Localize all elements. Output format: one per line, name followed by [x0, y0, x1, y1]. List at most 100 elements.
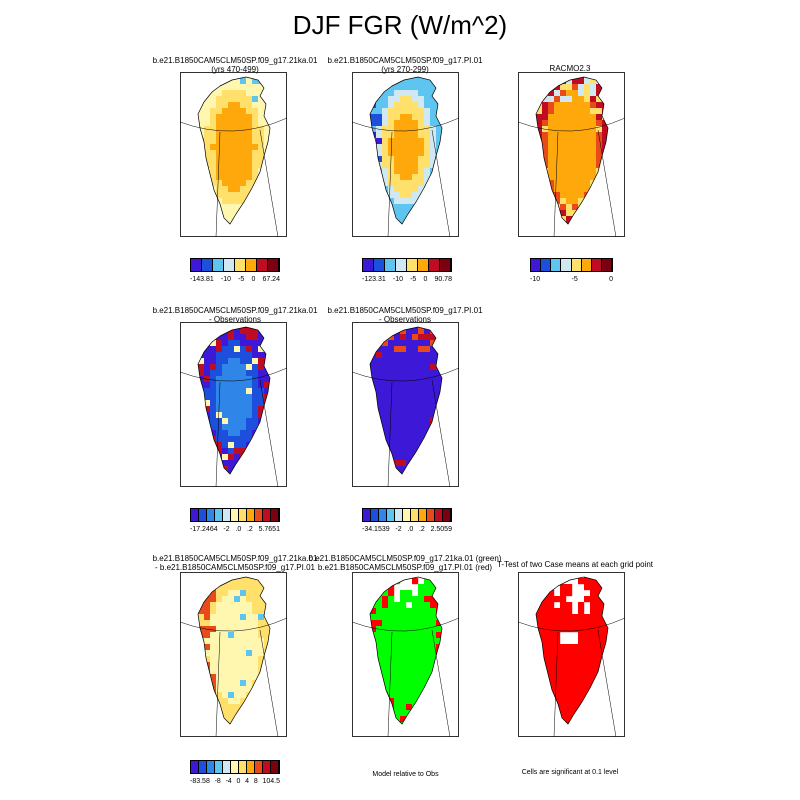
panel-title-5-line-1: b.e21.B1850CAM5CLM50SP.f09_g17.PI.01 [327, 306, 483, 315]
colorbar-tick-label: -2 [395, 526, 402, 533]
colorbar-tick-label: -10 [530, 276, 541, 283]
map-panel-diff [179, 572, 288, 738]
figure-title: DJF FGR (W/m^2) [292, 10, 508, 40]
colorbar-21ka: -143.81 -10 -5 0 67.24 [190, 258, 280, 283]
note-significance: Cells are significant at 0.1 level [521, 769, 619, 776]
colorbar-swatches [190, 258, 280, 272]
colorbar-swatch [379, 509, 387, 521]
colorbar-swatch [396, 259, 407, 271]
colorbar-swatch [271, 509, 279, 521]
colorbar-tick-label: -17.2464 [190, 526, 218, 533]
colorbar-swatch [239, 509, 247, 521]
colorbar-tick-label: 4 [245, 778, 250, 785]
panel-title-8-line-1: T-Test of two Case means at each grid po… [496, 560, 654, 569]
colorbar-tick-label: 104.5 [262, 778, 280, 785]
colorbar-tick-label: -5 [571, 276, 578, 283]
panel-title-2-line-2: (yrs 270-299) [381, 65, 429, 74]
colorbar-swatch [371, 509, 379, 521]
panel-title-6-line-1: b.e21.B1850CAM5CLM50SP.f09_g17.21ka.01 [152, 554, 318, 563]
panel-title-4-line-2: - Observations [208, 315, 262, 324]
colorbar-swatch [363, 259, 374, 271]
colorbar-swatch [374, 259, 385, 271]
colorbar-tick-label: .2 [418, 526, 425, 533]
colorbar-swatch [213, 259, 224, 271]
colorbar-swatch [601, 259, 612, 271]
colorbar-pi: -123.31 -10 -5 0 90.78 [362, 258, 452, 283]
map-svg [179, 322, 288, 488]
colorbar-swatch [231, 509, 239, 521]
panel-title-7-line-1: b.e21.B1850CAM5CLM50SP.f09_g17.21ka.01 (… [308, 554, 502, 563]
colorbar-tick-label: .2 [246, 526, 253, 533]
colorbar-swatches [190, 508, 280, 522]
colorbar-labels: -10 -5 0 [530, 276, 613, 283]
colorbar-swatch [429, 259, 440, 271]
colorbar-swatches [362, 258, 452, 272]
colorbar-swatch [531, 259, 542, 271]
map-panel-bias-pi [351, 322, 460, 488]
colorbar-swatch [271, 761, 279, 773]
colorbar-tick-label: 0 [251, 276, 256, 283]
panel-title-5: b.e21.B1850CAM5CLM50SP.f09_g17.PI.01 - O… [290, 306, 520, 324]
colorbar-swatch [202, 259, 213, 271]
colorbar-tick-label: -34.1539 [362, 526, 390, 533]
colorbar-diff: -83.58 -8 -4 0 4 8 104.5 [190, 760, 280, 785]
colorbar-swatch [207, 509, 215, 521]
map-panel-relative [351, 572, 460, 738]
map-svg [517, 72, 626, 238]
colorbar-bias-21ka: -17.2464 -2 .0 .2 5.7651 [190, 508, 280, 533]
colorbar-swatch [239, 761, 247, 773]
colorbar-swatch [440, 259, 451, 271]
colorbar-swatch [191, 761, 199, 773]
colorbar-swatch [199, 761, 207, 773]
note-relative: Model relative to Obs [372, 771, 439, 778]
colorbar-tick-label: -83.58 [190, 778, 210, 785]
colorbar-swatch [255, 509, 263, 521]
panel-title-6: b.e21.B1850CAM5CLM50SP.f09_g17.21ka.01 -… [120, 554, 350, 572]
colorbar-swatch [435, 509, 443, 521]
map-panel-pi [351, 72, 460, 238]
map-panel-bias-21ka [179, 322, 288, 488]
colorbar-swatch [418, 259, 429, 271]
colorbar-tick-label: -10 [392, 276, 403, 283]
colorbar-swatch [387, 509, 395, 521]
colorbar-tick-label: 67.24 [262, 276, 280, 283]
colorbar-swatches [362, 508, 452, 522]
colorbar-tick-label: -10 [220, 276, 231, 283]
panel-title-3: RACMO2.3 [520, 64, 620, 73]
map-svg [351, 72, 460, 238]
colorbar-swatch [215, 761, 223, 773]
panel-title-3-line-1: RACMO2.3 [549, 64, 591, 73]
colorbar-swatch [255, 761, 263, 773]
map-panel-racmo [517, 72, 626, 238]
colorbar-tick-label: -123.31 [362, 276, 386, 283]
colorbar-swatch [199, 509, 207, 521]
colorbar-tick-label: 0 [609, 276, 613, 283]
colorbar-swatch [263, 761, 271, 773]
map-svg [517, 572, 626, 738]
panel-title-2-line-1: b.e21.B1850CAM5CLM50SP.f09_g17.PI.01 [327, 56, 483, 65]
colorbar-swatch [581, 259, 592, 271]
colorbar-swatches [190, 760, 280, 774]
colorbar-swatch [419, 509, 427, 521]
panel-title-5-line-2: - Observations [378, 315, 432, 324]
colorbar-tick-label: 0 [423, 276, 428, 283]
colorbar-labels: -34.1539 -2 .0 .2 2.5059 [362, 526, 452, 533]
colorbar-tick-label: .0 [235, 526, 242, 533]
panel-title-4: b.e21.B1850CAM5CLM50SP.f09_g17.21ka.01 -… [120, 306, 350, 324]
colorbar-swatch [263, 509, 271, 521]
colorbar-racmo: -10 -5 0 [530, 258, 613, 283]
colorbar-swatch [571, 259, 582, 271]
colorbar-swatch [223, 761, 231, 773]
colorbar-swatch [215, 509, 223, 521]
map-svg [179, 572, 288, 738]
colorbar-swatch [403, 509, 411, 521]
panel-title-1: b.e21.B1850CAM5CLM50SP.f09_g17.21ka.01 (… [120, 56, 350, 74]
colorbar-swatch [427, 509, 435, 521]
colorbar-swatch [224, 259, 235, 271]
colorbar-bias-pi: -34.1539 -2 .0 .2 2.5059 [362, 508, 452, 533]
panel-title-6-line-2: - b.e21.B1850CAM5CLM50SP.f09_g17.PI.01 [155, 563, 315, 572]
map-svg [179, 72, 288, 238]
colorbar-swatch [385, 259, 396, 271]
colorbar-tick-label: -4 [225, 778, 232, 785]
map-svg [351, 572, 460, 738]
